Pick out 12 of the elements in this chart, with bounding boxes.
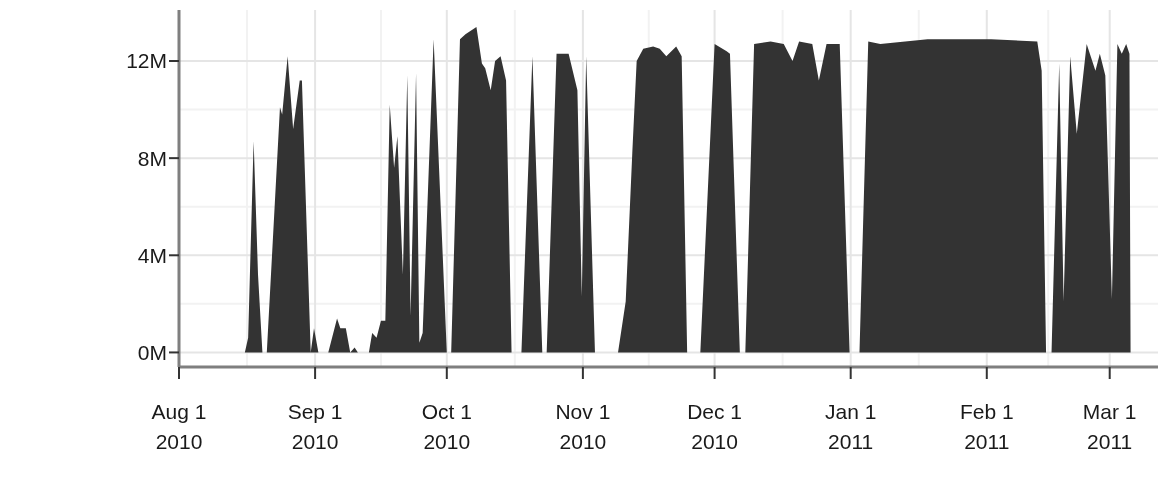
x-tick-label: Oct 1 2010 bbox=[421, 400, 472, 453]
y-tick-label: 0M bbox=[137, 340, 167, 364]
x-tick-label: Aug 1 2010 bbox=[151, 400, 207, 453]
x-tick-label: Sep 1 2010 bbox=[287, 400, 343, 453]
x-tick-label: Mar 1 2011 bbox=[1082, 400, 1137, 453]
y-tick-label: 4M bbox=[137, 243, 167, 267]
y-tick-label: 12M bbox=[126, 49, 167, 73]
x-tick-label: Dec 1 2010 bbox=[687, 400, 743, 453]
x-tick-label: Feb 1 2011 bbox=[959, 400, 1014, 453]
x-tick-label: Nov 1 2010 bbox=[555, 400, 611, 453]
x-tick-label: Jan 1 2011 bbox=[825, 400, 877, 453]
y-tick-label: 8M bbox=[137, 146, 167, 170]
